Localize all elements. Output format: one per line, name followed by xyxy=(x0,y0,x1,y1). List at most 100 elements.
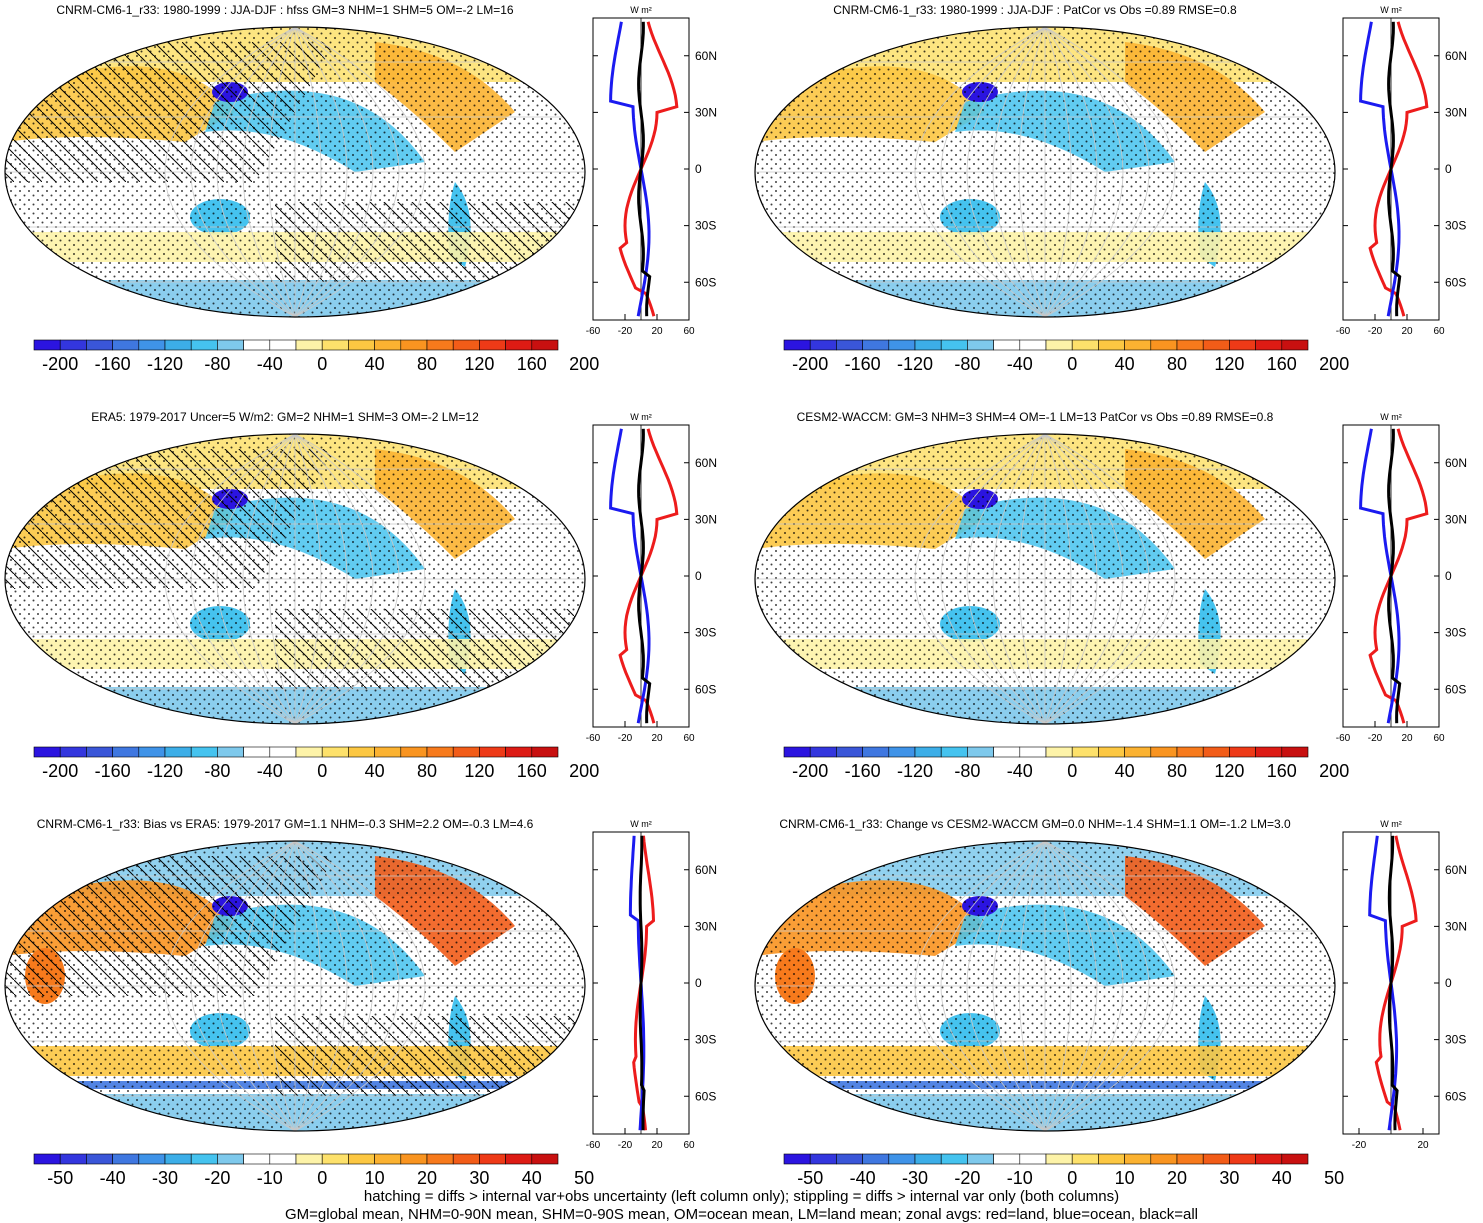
colorbar-swatch xyxy=(452,1153,480,1165)
profile-lat-label: 30S xyxy=(1445,626,1466,640)
graticule-meridian xyxy=(1044,434,1098,724)
colorbar-swatch xyxy=(1124,1153,1152,1165)
graticule-meridian xyxy=(294,841,426,1131)
colorbar-swatch xyxy=(993,746,1021,758)
graticule-meridian xyxy=(992,841,1046,1131)
colorbar-swatch xyxy=(321,1153,349,1165)
colorbar-label: -120 xyxy=(147,761,183,781)
profile-lat-label: 60N xyxy=(695,456,717,470)
profile-units: W m² xyxy=(630,412,652,422)
graticule-meridian xyxy=(1044,841,1176,1131)
colorbar-swatch xyxy=(479,1153,506,1165)
graticule-meridian xyxy=(940,27,1046,317)
colorbar-swatch xyxy=(1098,1153,1125,1165)
profile-lat-label: 30N xyxy=(1445,512,1467,526)
colorbar-swatch xyxy=(505,339,533,351)
graticule-meridian xyxy=(294,434,322,724)
colorbar-swatch xyxy=(1019,746,1047,758)
profile-lat-label: 60N xyxy=(1445,863,1467,877)
colorbar-swatch xyxy=(243,339,271,351)
colorbar-label: 0 xyxy=(1067,761,1077,781)
panel-title: CESM2-WACCM: GM=3 NHM=3 SHM=4 OM=-1 LM=1… xyxy=(797,410,1274,424)
panel-5: CNRM-CM6-1_r33: Bias vs ERA5: 1979-2017 … xyxy=(4,817,717,1188)
colorbar-label: 160 xyxy=(1267,761,1297,781)
graticule-meridian xyxy=(294,434,426,724)
colorbar-swatch xyxy=(967,339,994,351)
profile-lat-label: 60S xyxy=(1445,1089,1466,1103)
colorbar-label: -30 xyxy=(902,1168,928,1188)
profile-all-curve xyxy=(1387,835,1399,1131)
graticule-meridian xyxy=(216,434,296,724)
graticule-meridian xyxy=(1044,434,1150,724)
graticule-meridian xyxy=(190,434,296,724)
panel-title: ERA5: 1979-2017 Uncer=5 W/m2: GM=2 NHM=1… xyxy=(91,410,479,424)
colorbar-swatch xyxy=(809,1153,837,1165)
colorbar-swatch xyxy=(1281,746,1309,758)
profile-lat-label: 30N xyxy=(695,919,717,933)
profile-x-label: -60 xyxy=(586,733,601,744)
colorbar-swatch xyxy=(940,1153,968,1165)
colorbar-label: 80 xyxy=(1167,761,1187,781)
profile-lat-label: 0 xyxy=(1445,976,1452,990)
profile-lat-label: 30N xyxy=(1445,919,1467,933)
colorbar-label: 120 xyxy=(464,761,494,781)
colorbar-label: 40 xyxy=(1272,1168,1292,1188)
colorbar-label: -40 xyxy=(100,1168,126,1188)
colorbar-swatch xyxy=(400,1153,428,1165)
graticule-meridian xyxy=(966,841,1046,1131)
profile-x-label: 60 xyxy=(683,1140,695,1151)
profile-x-label: 20 xyxy=(651,1140,663,1151)
profile-lat-label: 60S xyxy=(1445,682,1466,696)
colorbar-swatch xyxy=(59,1153,87,1165)
colorbar-label: 50 xyxy=(574,1168,594,1188)
colorbar-swatch xyxy=(217,1153,244,1165)
profile-all-curve xyxy=(1387,428,1402,724)
profile-lat-label: 60S xyxy=(695,682,716,696)
profile-x-label: -20 xyxy=(618,733,633,744)
colorbar-swatch xyxy=(940,339,968,351)
colorbar-swatch xyxy=(1150,339,1178,351)
graticule-meridian xyxy=(1044,841,1150,1131)
graticule-meridian xyxy=(190,841,296,1131)
graticule-meridian xyxy=(294,841,374,1131)
colorbar-label: 40 xyxy=(1115,354,1135,374)
profile-x-label: 60 xyxy=(1433,326,1445,337)
colorbar-swatch xyxy=(33,746,61,758)
colorbar-swatch xyxy=(1071,1153,1099,1165)
profile-units: W m² xyxy=(630,819,652,829)
colorbar-label: -160 xyxy=(95,354,131,374)
colorbar-swatch xyxy=(1229,746,1256,758)
colorbar-swatch xyxy=(1045,746,1073,758)
colorbar-swatch xyxy=(1229,1153,1256,1165)
graticule-meridian xyxy=(1044,434,1124,724)
colorbar-swatch xyxy=(33,1153,61,1165)
colorbar-swatch xyxy=(479,339,506,351)
colorbar-swatch xyxy=(112,1153,140,1165)
colorbar-swatch xyxy=(348,339,375,351)
colorbar-swatch xyxy=(164,1153,192,1165)
colorbar-swatch xyxy=(1281,1153,1309,1165)
colorbar-label: 160 xyxy=(517,761,547,781)
colorbar-swatch xyxy=(374,1153,402,1165)
colorbar-swatch xyxy=(426,746,454,758)
graticule-meridian xyxy=(1018,434,1046,724)
graticule-meridian xyxy=(1044,841,1098,1131)
colorbar-swatch xyxy=(452,746,480,758)
colorbar-label: -200 xyxy=(42,761,78,781)
colorbar-label: -80 xyxy=(954,354,980,374)
profile-lat-label: 30N xyxy=(695,512,717,526)
graticule-meridian xyxy=(294,27,348,317)
colorbar-swatch xyxy=(190,1153,218,1165)
colorbar-swatch xyxy=(243,1153,271,1165)
profile-lat-label: 60N xyxy=(1445,49,1467,63)
colorbar-swatch xyxy=(1071,746,1099,758)
map-outline xyxy=(4,840,586,1132)
colorbar-swatch xyxy=(269,746,297,758)
profile-x-label: 60 xyxy=(683,326,695,337)
colorbar-swatch xyxy=(914,339,942,351)
profile-x-label: 20 xyxy=(651,326,663,337)
profile-lat-label: 0 xyxy=(695,569,702,583)
colorbar-swatch xyxy=(348,1153,375,1165)
colorbar-swatch xyxy=(59,746,87,758)
